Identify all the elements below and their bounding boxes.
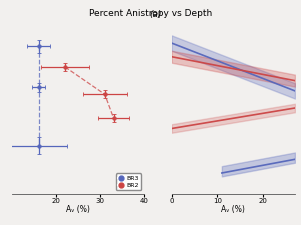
Legend: BR3, BR2: BR3, BR2 — [116, 173, 141, 190]
Text: Percent Anistropy vs Depth: Percent Anistropy vs Depth — [89, 9, 212, 18]
X-axis label: Aᵥ (%): Aᵥ (%) — [221, 205, 245, 214]
X-axis label: Aᵥ (%): Aᵥ (%) — [66, 205, 90, 214]
Text: (a): (a) — [149, 10, 161, 19]
